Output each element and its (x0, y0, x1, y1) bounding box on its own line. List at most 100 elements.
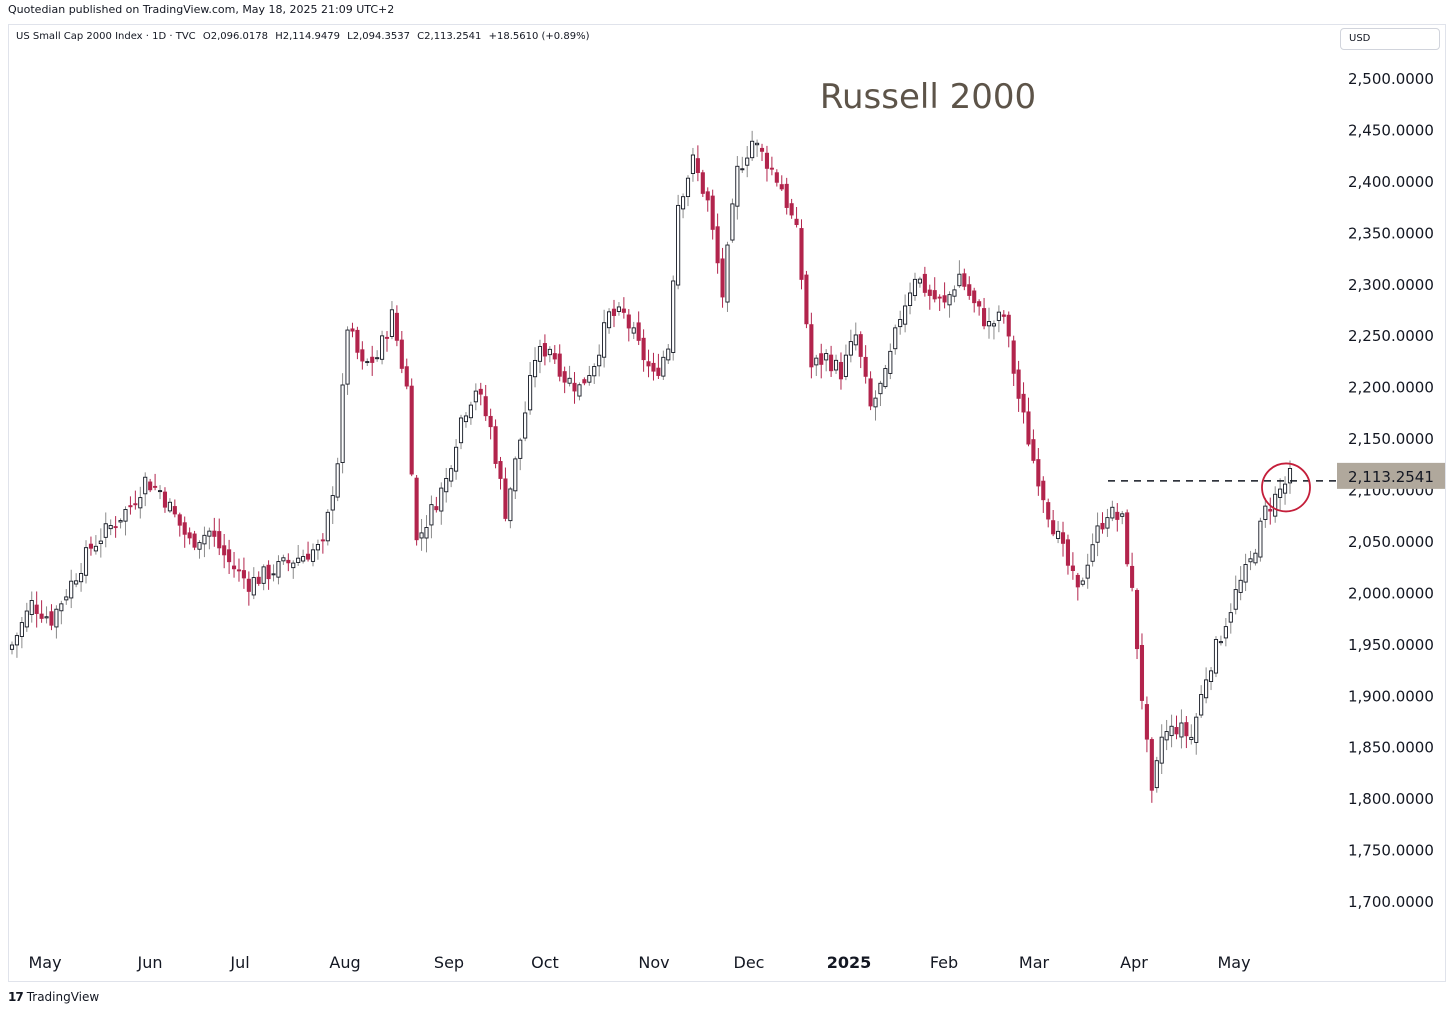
x-tick-label: Apr (1120, 953, 1148, 972)
x-tick-label: Nov (638, 953, 669, 972)
candle-body (128, 505, 133, 508)
candle-body (380, 335, 385, 360)
candle-body (769, 167, 774, 170)
candle-body (942, 295, 947, 303)
candle-body (360, 349, 365, 362)
candle-body (266, 564, 271, 580)
candle-body (695, 158, 700, 174)
candle-body (296, 557, 301, 563)
x-tick-label: May (28, 953, 61, 972)
candle-body (1016, 369, 1021, 399)
x-tick-label: Mar (1019, 953, 1050, 972)
candle-body (187, 532, 192, 539)
x-tick-label: Oct (531, 953, 559, 972)
candle-body (824, 353, 829, 361)
candle-body (429, 504, 434, 526)
y-tick-label: 1,850.0000 (1348, 739, 1434, 757)
candle-body (197, 542, 202, 550)
y-tick-label: 2,450.0000 (1348, 121, 1434, 139)
candle-body (1273, 493, 1278, 517)
candle-body (1110, 506, 1115, 519)
x-tick-label: Aug (329, 953, 360, 972)
candle-body (365, 361, 370, 364)
candle-body (784, 183, 789, 208)
candle-body (1060, 532, 1066, 544)
candle-body (157, 490, 163, 493)
candle-body (414, 477, 419, 541)
candle-body (982, 308, 987, 327)
candle-body (167, 501, 172, 512)
candle-body (779, 184, 784, 190)
candle-body (389, 309, 394, 337)
candle-body (621, 308, 626, 313)
candle-body (177, 514, 182, 526)
candle-body (133, 503, 138, 506)
candle-body (1184, 722, 1189, 737)
candle-body (592, 366, 597, 377)
candle-body (1278, 488, 1283, 498)
candle-body (207, 530, 212, 537)
candle-body (83, 547, 89, 576)
candle-body (434, 506, 439, 511)
candle-body (1258, 520, 1263, 558)
candle-body (24, 610, 29, 628)
candle-body (986, 321, 992, 327)
legend-symbol[interactable]: US Small Cap 2000 Index · 1D · TVC (16, 31, 196, 42)
published-caption: Quotedian published on TradingView.com, … (8, 3, 395, 16)
candle-body (330, 495, 335, 511)
candle-body (1204, 679, 1209, 699)
candle-body (705, 191, 710, 201)
candle-body (1283, 483, 1288, 494)
candle-body (873, 397, 878, 408)
candle-body (838, 361, 844, 380)
candle-body (607, 311, 612, 329)
candle-body (858, 334, 863, 357)
candle-body (853, 334, 858, 346)
candle-body (814, 357, 819, 366)
candle-body (1001, 314, 1006, 317)
currency-selector[interactable]: USD (1340, 28, 1440, 50)
candle-body (98, 540, 103, 545)
candle-body (59, 603, 64, 612)
candle-body (740, 168, 745, 171)
candle-body (725, 244, 730, 303)
candle-body (108, 525, 113, 530)
candle-body (789, 203, 794, 216)
legend-open: O2,096.0178 (202, 31, 268, 42)
candle-body (1287, 468, 1293, 484)
candle-body (88, 543, 93, 549)
candle-body (1100, 522, 1105, 530)
candle-body (454, 446, 459, 472)
candle-body (281, 557, 286, 562)
candle-body (666, 348, 671, 361)
candle-body (868, 378, 873, 407)
highlight-circle[interactable] (1261, 462, 1311, 513)
candle-body (848, 341, 853, 356)
candle-body (799, 228, 804, 280)
candle-body (103, 523, 108, 538)
candle-body (720, 258, 725, 298)
candle-body (542, 343, 547, 357)
x-tick-label: Sep (434, 953, 464, 972)
candle-body (1085, 564, 1090, 579)
candle-body (14, 635, 19, 646)
candle-body (937, 296, 942, 299)
x-tick-label: 2025 (827, 953, 872, 972)
candle-body (320, 539, 325, 542)
candle-body (602, 322, 607, 358)
candle-body (227, 549, 232, 563)
candle-body (1174, 727, 1179, 735)
y-tick-label: 2,200.0000 (1348, 379, 1434, 397)
candle-body (301, 556, 306, 562)
candle-body (399, 339, 404, 369)
legend-change: +18.5610 (+0.89%) (488, 31, 590, 42)
candle-body (286, 559, 291, 564)
candle-body (1194, 716, 1199, 743)
candle-body (503, 478, 508, 519)
tradingview-logo[interactable]: 17 TradingView (8, 990, 99, 1004)
candle-body (93, 545, 98, 552)
candle-body (1051, 520, 1056, 535)
candle-body (69, 580, 74, 599)
candle-body (513, 458, 518, 492)
